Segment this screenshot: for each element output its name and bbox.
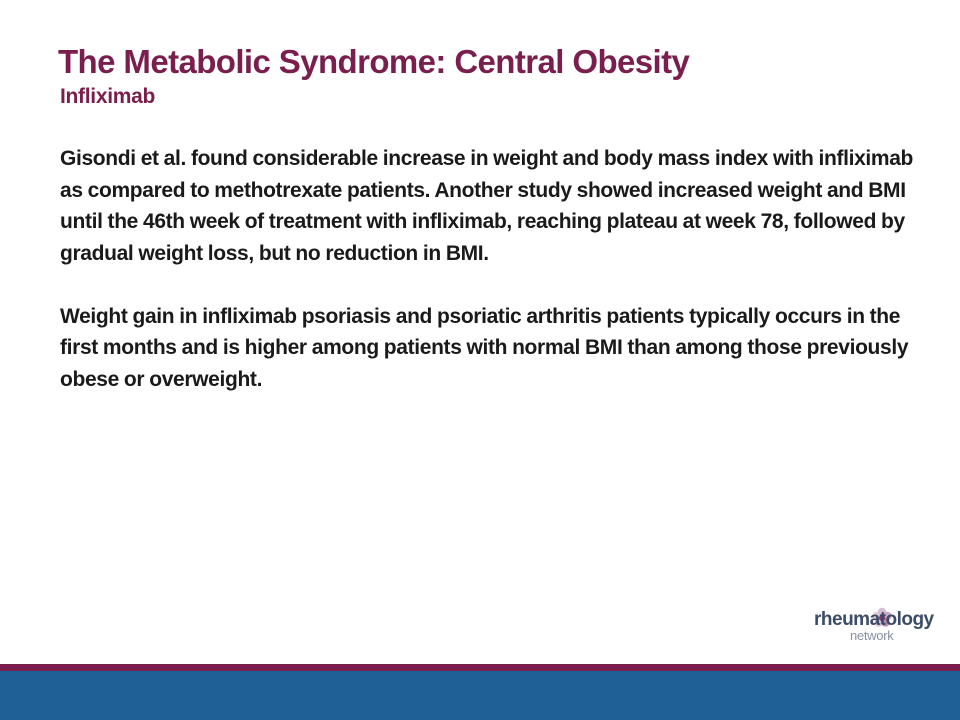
- logo-subtext: network: [850, 628, 894, 643]
- slide-subtitle: Infliximab: [60, 85, 156, 108]
- body-paragraph-1: Gisondi et al. found considerable increa…: [60, 147, 914, 265]
- footer-stripe: [0, 664, 960, 671]
- slide-title: The Metabolic Syndrome: Central Obesity: [58, 43, 690, 80]
- logo-wordmark: rheumatology: [814, 609, 934, 630]
- body-paragraph-2: Weight gain in infliximab psoriasis and …: [60, 304, 909, 391]
- slide-body: Gisondi et al. found considerable increa…: [60, 143, 940, 395]
- logo-flower-icon: [872, 607, 892, 627]
- footer-band: [0, 671, 960, 720]
- rheumatology-network-logo: rheumatology network: [814, 606, 934, 650]
